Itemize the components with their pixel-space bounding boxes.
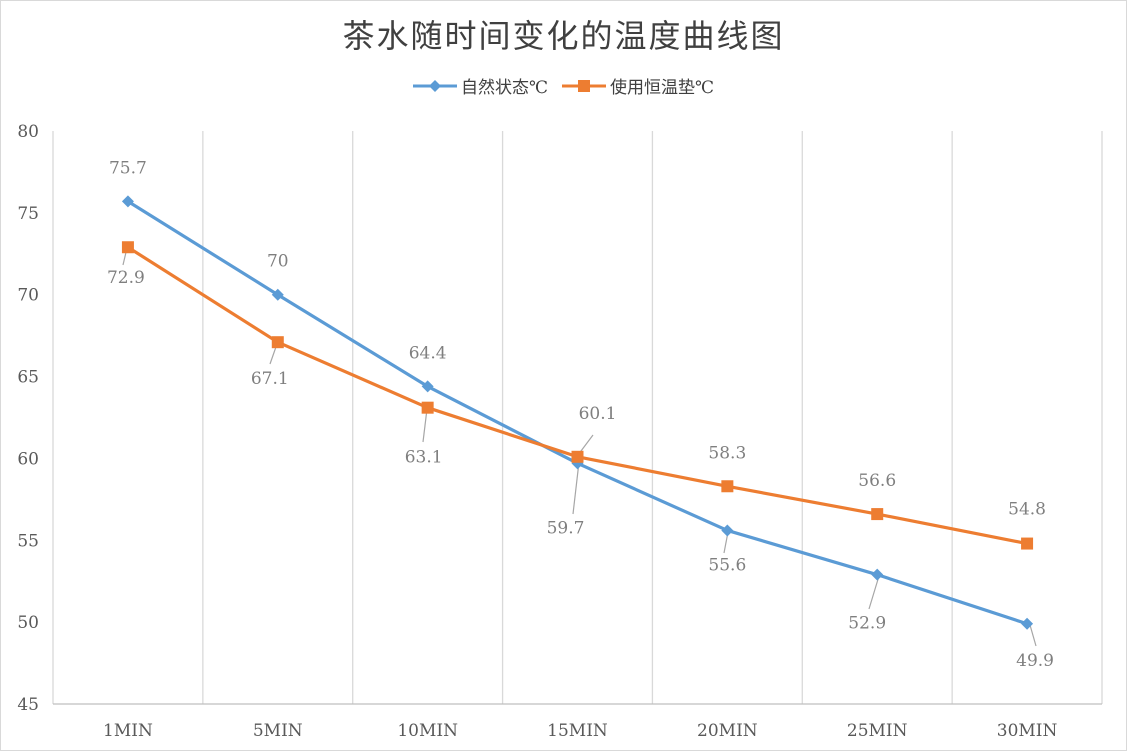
data-point [1021, 537, 1034, 550]
x-tick-label: 20MIN [697, 721, 758, 741]
y-tick-label: 50 [17, 613, 39, 633]
data-label: 59.7 [547, 518, 585, 538]
data-label: 63.1 [405, 448, 443, 468]
data-point [121, 195, 134, 208]
x-tick-label: 1MIN [103, 721, 153, 741]
legend-label-natural: 自然状态℃ [460, 78, 548, 98]
leader-line [1029, 624, 1037, 647]
x-tick-label: 30MIN [997, 721, 1058, 741]
x-tick-label: 15MIN [547, 721, 608, 741]
x-tick-label: 25MIN [847, 721, 908, 741]
data-label: 58.3 [708, 443, 746, 463]
data-point [871, 508, 884, 521]
legend-label-heated: 使用恒温垫℃ [610, 78, 715, 98]
leader-line [572, 461, 580, 515]
data-label: 52.9 [848, 614, 886, 634]
y-tick-label: 70 [17, 286, 39, 306]
data-label: 67.1 [251, 369, 289, 389]
series-line [127, 200, 1028, 626]
y-tick-label: 45 [17, 695, 39, 715]
legend-swatch-natural [412, 79, 457, 92]
y-tick-label: 80 [17, 122, 39, 142]
data-label: 49.9 [1016, 651, 1054, 671]
y-tick-label: 60 [17, 449, 39, 469]
y-tick-label: 65 [17, 368, 39, 388]
y-tick-label: 75 [17, 204, 39, 224]
data-point [1021, 617, 1034, 630]
data-label: 70 [267, 252, 289, 272]
data-label: 60.1 [579, 404, 617, 424]
chart-title: 茶水随时间变化的温度曲线图 [342, 17, 785, 55]
legend-swatch-heated [562, 79, 606, 92]
data-point [721, 524, 734, 537]
data-point [271, 336, 284, 349]
leader-line [868, 575, 880, 610]
data-point [121, 241, 134, 254]
series-line [127, 245, 1028, 546]
data-label: 54.8 [1008, 500, 1046, 520]
data-point [421, 401, 434, 414]
data-label: 64.4 [409, 343, 447, 363]
x-tick-label: 10MIN [397, 721, 458, 741]
data-label: 72.9 [107, 268, 145, 288]
data-label: 56.6 [858, 471, 896, 491]
data-label: 55.6 [708, 555, 746, 575]
x-tick-label: 5MIN [253, 721, 303, 741]
data-label: 75.7 [109, 158, 147, 178]
data-point [421, 380, 434, 393]
data-point [271, 288, 284, 301]
leader-line [422, 408, 428, 443]
legend-item-heated: 使用恒温垫℃ [562, 73, 714, 98]
data-point [871, 568, 884, 581]
data-point [571, 450, 584, 463]
legend: 自然状态℃ 使用恒温垫℃ [1, 73, 1126, 98]
legend-item-natural: 自然状态℃ [412, 73, 548, 98]
data-point [721, 480, 734, 493]
y-tick-label: 55 [17, 531, 39, 551]
